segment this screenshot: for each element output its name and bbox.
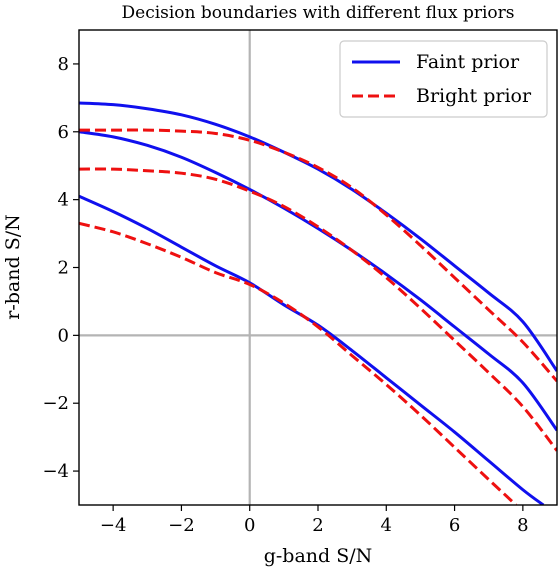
bright-prior-curve-2	[79, 167, 557, 452]
chart-title: Decision boundaries with different flux …	[122, 3, 515, 23]
reference-lines	[79, 30, 557, 505]
legend-label-1: Faint prior	[416, 51, 520, 73]
data-curves	[79, 101, 557, 505]
y-tick-label: −4	[42, 461, 69, 482]
x-axis-label: g-band S/N	[264, 545, 373, 567]
y-tick-label: 2	[58, 258, 69, 279]
y-axis-label: r-band S/N	[2, 214, 24, 319]
y-tick-label: 6	[58, 122, 69, 143]
x-tick-label: 8	[517, 515, 528, 536]
faint-prior-curve-1	[79, 101, 557, 372]
bright-prior-curve-1	[79, 128, 557, 383]
legend-label-2: Bright prior	[416, 85, 532, 107]
y-tick-label: 0	[58, 325, 69, 346]
x-tick-label: −4	[100, 515, 127, 536]
y-tick-label: 4	[58, 190, 69, 211]
y-tick-label: −2	[42, 393, 69, 414]
legend-box	[339, 40, 548, 118]
x-tick-label: 6	[449, 515, 460, 536]
bright-prior-curve-3	[79, 221, 518, 505]
x-tick-label: 4	[381, 515, 392, 536]
faint-prior-curve-2	[79, 130, 557, 432]
x-axis: −4 −2 0 2 4 6 8	[100, 505, 529, 536]
legend: Faint prior Bright prior	[339, 40, 548, 118]
x-tick-label: −2	[168, 515, 195, 536]
y-axis: −4 −2 0 2 4 6 8	[42, 54, 79, 482]
x-tick-label: 2	[312, 515, 323, 536]
y-tick-label: 8	[58, 54, 69, 75]
x-tick-label: 0	[244, 515, 255, 536]
